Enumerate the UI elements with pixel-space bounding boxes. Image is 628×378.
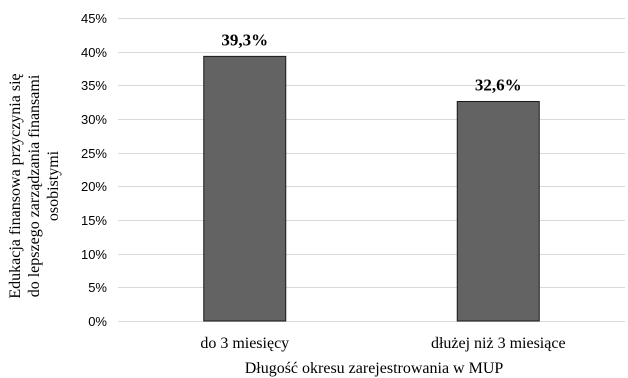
bars (203, 55, 540, 322)
y-tick-label: 20% (81, 179, 107, 194)
data-labels: 39,3% 32,6% (221, 30, 521, 94)
bar (456, 100, 540, 322)
y-tick-label: 40% (81, 45, 107, 60)
data-label: 39,3% (221, 30, 268, 49)
x-category-label: do 3 miesięcy (200, 335, 289, 352)
y-axis-title-line: osobistymi (45, 150, 62, 221)
gridlines (118, 18, 625, 322)
y-tick-label: 30% (81, 112, 107, 127)
y-tick-label: 5% (88, 280, 107, 295)
y-axis-ticks: 0% 5% 10% 15% 20% 25% 30% 35% 40% 45% (81, 11, 107, 329)
x-category-label: dłużej niż 3 miesiące (431, 335, 566, 352)
y-tick-label: 25% (81, 146, 107, 161)
bar (203, 55, 287, 322)
y-tick-label: 45% (81, 11, 107, 26)
y-tick-label: 15% (81, 213, 107, 228)
x-axis-categories: do 3 miesięcy dłużej niż 3 miesiące (200, 335, 565, 352)
x-axis-title: Długość okresu zarejestrowania w MUP (245, 360, 504, 377)
y-tick-label: 35% (81, 78, 107, 93)
y-axis-title: Edukacja finansowa przyczynia się do leps… (7, 73, 62, 298)
y-axis-title-line: do lepszego zarządzania finansami (26, 74, 43, 297)
y-axis-title-line: Edukacja finansowa przyczynia się (7, 73, 24, 298)
y-tick-label: 10% (81, 247, 107, 262)
data-label: 32,6% (475, 75, 522, 94)
y-tick-label: 0% (88, 314, 107, 329)
